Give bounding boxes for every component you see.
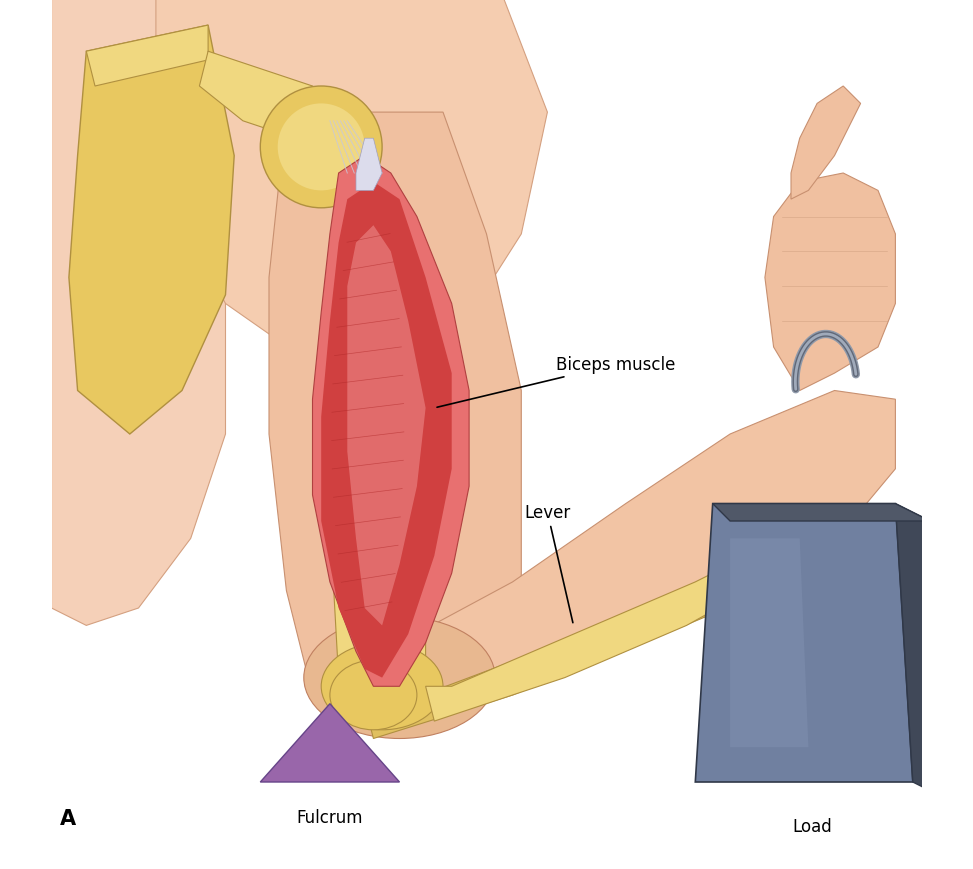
Ellipse shape — [321, 643, 443, 730]
Polygon shape — [330, 174, 425, 721]
Polygon shape — [269, 113, 522, 730]
Ellipse shape — [261, 87, 382, 209]
Polygon shape — [156, 0, 548, 374]
Text: Biceps muscle: Biceps muscle — [437, 356, 675, 408]
Polygon shape — [365, 565, 747, 739]
Polygon shape — [87, 26, 208, 87]
Text: Lever: Lever — [524, 503, 573, 623]
Polygon shape — [321, 182, 451, 678]
Ellipse shape — [304, 617, 495, 739]
Polygon shape — [895, 504, 948, 799]
Polygon shape — [730, 539, 809, 747]
Polygon shape — [347, 226, 425, 626]
Polygon shape — [52, 0, 226, 626]
Polygon shape — [425, 547, 765, 721]
Polygon shape — [791, 87, 860, 200]
Polygon shape — [765, 174, 895, 391]
Ellipse shape — [277, 104, 365, 191]
Polygon shape — [312, 156, 469, 687]
Text: Load: Load — [793, 817, 833, 835]
Text: A: A — [60, 808, 76, 828]
Polygon shape — [321, 391, 895, 678]
Polygon shape — [69, 26, 234, 434]
Polygon shape — [712, 504, 930, 521]
Text: Fulcrum: Fulcrum — [297, 808, 363, 826]
Polygon shape — [261, 704, 400, 782]
Polygon shape — [199, 52, 330, 139]
Polygon shape — [356, 139, 382, 191]
Ellipse shape — [330, 660, 416, 730]
Polygon shape — [696, 504, 913, 782]
